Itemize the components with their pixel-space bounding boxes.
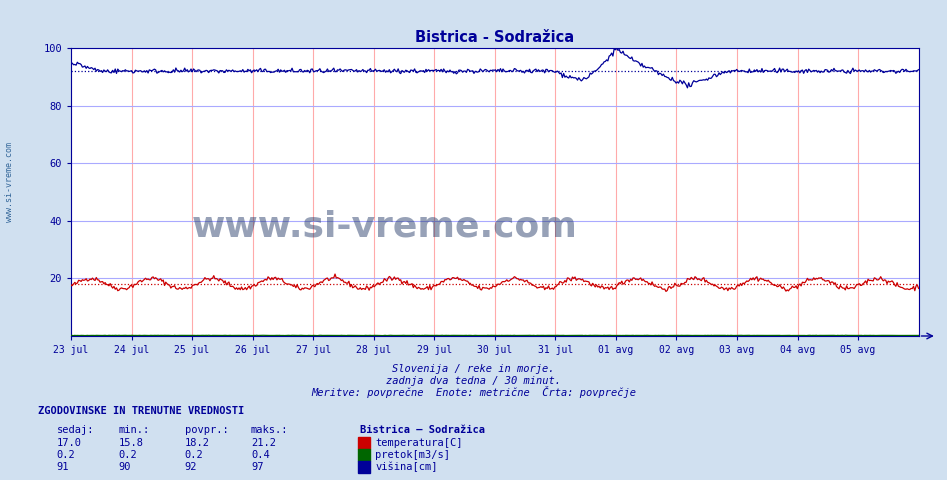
Text: Bistrica – Sodražica: Bistrica – Sodražica	[360, 425, 485, 435]
Text: Slovenija / reke in morje.: Slovenija / reke in morje.	[392, 364, 555, 374]
Text: Meritve: povprečne  Enote: metrične  Črta: povprečje: Meritve: povprečne Enote: metrične Črta:…	[311, 386, 636, 398]
Text: 90: 90	[118, 462, 131, 472]
Text: 0.2: 0.2	[57, 450, 76, 460]
Text: 18.2: 18.2	[185, 438, 209, 448]
Text: maks.:: maks.:	[251, 425, 289, 435]
Text: www.si-vreme.com: www.si-vreme.com	[191, 210, 578, 243]
Text: pretok[m3/s]: pretok[m3/s]	[375, 450, 450, 460]
Text: temperatura[C]: temperatura[C]	[375, 438, 462, 448]
Text: 0.4: 0.4	[251, 450, 270, 460]
Text: 0.2: 0.2	[185, 450, 204, 460]
Text: 0.2: 0.2	[118, 450, 137, 460]
Text: zadnja dva tedna / 30 minut.: zadnja dva tedna / 30 minut.	[386, 376, 561, 386]
Title: Bistrica - Sodražica: Bistrica - Sodražica	[415, 30, 575, 46]
Text: min.:: min.:	[118, 425, 150, 435]
Text: 21.2: 21.2	[251, 438, 276, 448]
Text: sedaj:: sedaj:	[57, 425, 95, 435]
Text: 91: 91	[57, 462, 69, 472]
Text: www.si-vreme.com: www.si-vreme.com	[5, 143, 14, 222]
Text: 17.0: 17.0	[57, 438, 81, 448]
Text: 97: 97	[251, 462, 263, 472]
Text: povpr.:: povpr.:	[185, 425, 228, 435]
Text: ZGODOVINSKE IN TRENUTNE VREDNOSTI: ZGODOVINSKE IN TRENUTNE VREDNOSTI	[38, 406, 244, 416]
Text: 92: 92	[185, 462, 197, 472]
Text: višina[cm]: višina[cm]	[375, 462, 438, 472]
Text: 15.8: 15.8	[118, 438, 143, 448]
